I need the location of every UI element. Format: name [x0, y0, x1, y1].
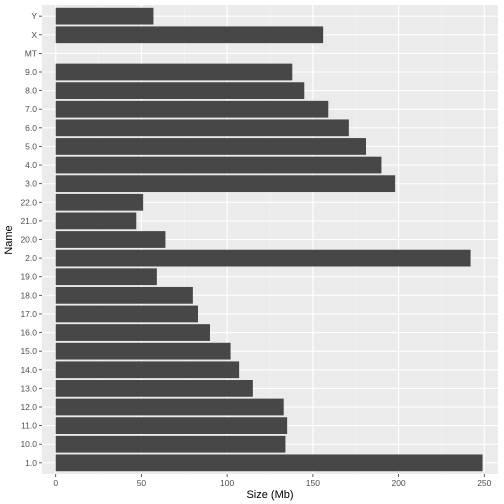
y-tick-label: 11.0: [21, 421, 37, 431]
y-tick-label: 12.0: [20, 402, 37, 412]
y-tick-label: 20.0: [20, 235, 37, 245]
y-tick-label: Y: [31, 11, 37, 21]
bar-2.0: [55, 249, 471, 267]
bar-22.0: [55, 193, 144, 211]
y-tick-label: 16.0: [20, 328, 37, 338]
x-axis: 0 50 100 150 200 250: [53, 474, 492, 488]
bar-9.0: [55, 63, 293, 81]
bar-13.0: [55, 380, 253, 397]
y-tick-label: X: [31, 30, 37, 40]
y-tick-label: 17.0: [20, 309, 37, 319]
y-tick-label: 2.0: [25, 253, 37, 263]
bar-4.0: [55, 156, 382, 174]
x-tick-label: 0: [53, 478, 58, 488]
bar-5.0: [55, 138, 366, 155]
x-tick-label: 250: [477, 478, 491, 488]
y-tick-label: 4.0: [25, 160, 37, 170]
x-tick-label: 200: [391, 478, 405, 488]
y-tick-label: 8.0: [25, 86, 37, 96]
bar-19.0: [55, 268, 157, 286]
bar-12.0: [55, 398, 284, 416]
bar-14.0: [55, 361, 240, 379]
bar-15.0: [55, 342, 231, 360]
y-tick-label: 22.0: [20, 197, 37, 207]
y-tick-label: 6.0: [25, 123, 37, 133]
y-tick-label: MT: [25, 48, 37, 58]
bar-10.0: [55, 435, 286, 453]
y-axis-title: Name: [3, 225, 15, 254]
bar-8.0: [55, 82, 305, 99]
y-tick-label: 1.0: [25, 458, 37, 468]
bar-3.0: [55, 175, 396, 193]
x-tick-label: 100: [220, 478, 234, 488]
y-tick-label: 19.0: [20, 272, 37, 282]
y-tick-label: 21.0: [20, 216, 37, 226]
y-tick-label: 5.0: [25, 141, 37, 151]
x-axis-title: Size (Mb): [246, 489, 293, 501]
y-tick-label: 9.0: [25, 67, 37, 77]
y-axis: 1.0 10.0 11.0 12.0 13.0 14.0 15.0 16.0 17.0 18.0 1…: [20, 11, 42, 468]
bar-6.0: [55, 119, 349, 137]
bar-X: [55, 26, 324, 44]
y-tick-label: 10.0: [20, 439, 37, 449]
bars: [55, 7, 483, 472]
x-tick-label: 150: [306, 478, 320, 488]
y-tick-label: 3.0: [25, 179, 37, 189]
y-tick-label: 7.0: [25, 104, 37, 114]
bar-11.0: [55, 417, 288, 434]
y-tick-label: 14.0: [20, 365, 37, 375]
bar-20.0: [55, 231, 166, 248]
bar-21.0: [55, 212, 137, 230]
bar-17.0: [55, 305, 198, 323]
bar-1.0: [55, 454, 483, 472]
bar-7.0: [55, 100, 329, 118]
bar-16.0: [55, 324, 210, 341]
bar-18.0: [55, 286, 193, 304]
bar-Y: [55, 7, 154, 25]
y-tick-label: 13.0: [20, 383, 37, 393]
y-tick-label: 15.0: [20, 346, 37, 356]
x-tick-label: 50: [137, 478, 147, 488]
y-tick-label: 18.0: [20, 290, 37, 300]
